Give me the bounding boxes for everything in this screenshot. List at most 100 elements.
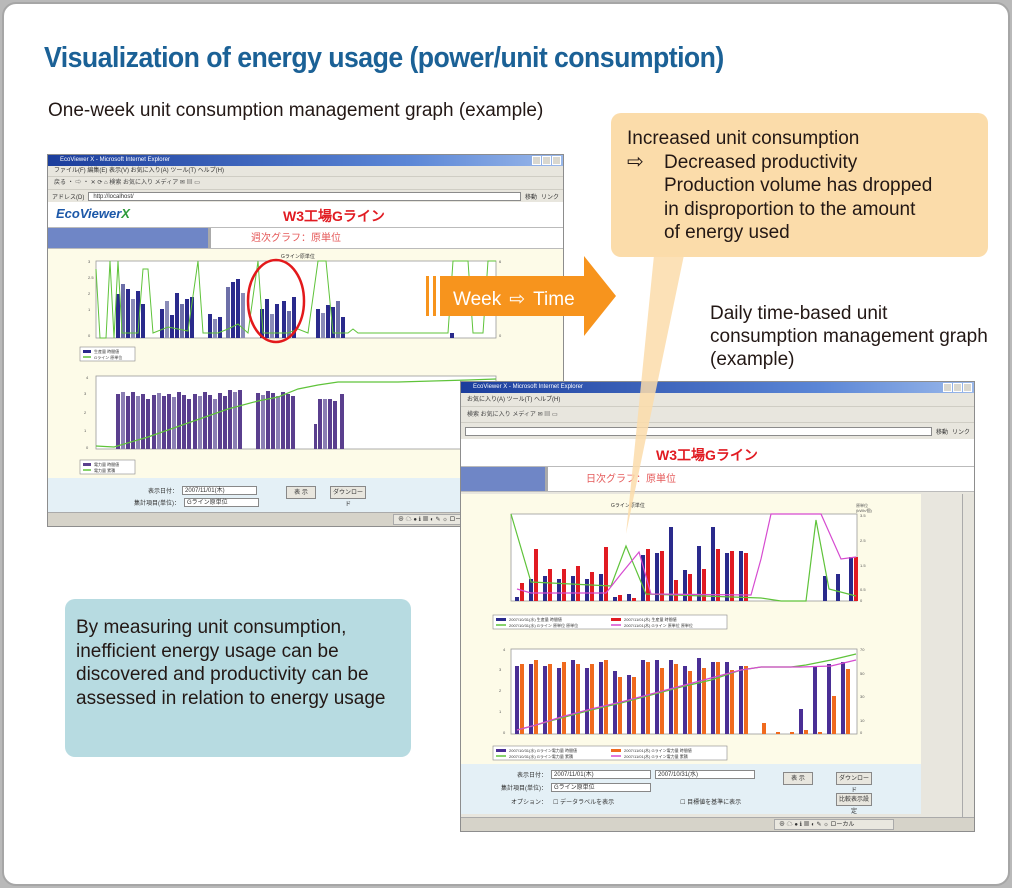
minimize-button[interactable]: [532, 156, 541, 165]
svg-text:原単位: 原単位: [856, 502, 868, 508]
address-input[interactable]: [465, 426, 932, 436]
svg-text:2: 2: [499, 688, 502, 693]
show-button[interactable]: 表 示: [783, 772, 813, 785]
callout-detail-2: in disproportion to the amount: [664, 198, 916, 220]
svg-text:3: 3: [88, 259, 91, 264]
right-arrow-icon: ⇨: [509, 289, 526, 310]
menu-bar[interactable]: お気に入り(A) ツール(T) ヘルプ(H): [461, 393, 974, 407]
svg-text:4: 4: [503, 647, 506, 652]
minimize-button[interactable]: [943, 383, 952, 392]
weekly-cumulative-line: [95, 378, 497, 448]
svg-text:3.5: 3.5: [860, 513, 866, 518]
date-label: 表示日付：: [148, 489, 179, 495]
daily-unit-line-1101: [516, 513, 857, 596]
item-label: 集計項目(単位)：: [134, 501, 180, 507]
download-button[interactable]: ダウンロード: [330, 486, 366, 508]
daily-chart-area: Gライン原単位: [461, 494, 921, 764]
data-label-checkbox[interactable]: ☐ データラベルを表示: [553, 800, 615, 806]
svg-text:0: 0: [88, 333, 91, 338]
page-title: Visualization of energy usage (power/uni…: [44, 42, 724, 74]
date-select[interactable]: 2007/11/01(木): [551, 770, 652, 779]
browser-toolbar[interactable]: 検索 お気に入り メディア ✉ ▤ ▭: [461, 407, 974, 423]
page-header: EcoViewerX W3工場Gライン: [48, 202, 563, 228]
item-label: 集計項目(単位)：: [501, 786, 547, 792]
callout-heading: Increased unit consumption: [627, 128, 860, 149]
address-input[interactable]: http://localhost/: [88, 191, 521, 201]
date-select[interactable]: 2007/11/01(木): [182, 486, 258, 495]
line-title: W3工場Gライン: [656, 447, 758, 463]
svg-text:0: 0: [860, 730, 863, 735]
svg-text:50: 50: [860, 671, 865, 676]
maximize-button[interactable]: [953, 383, 962, 392]
show-button[interactable]: 表 示: [286, 486, 316, 499]
svg-text:2007/10/31(水) 生産量 時間値: 2007/10/31(水) 生産量 時間値: [509, 616, 562, 622]
callout-result: Decreased productivity: [664, 151, 858, 173]
graph-subheader: 週次グラフ：原単位: [48, 228, 563, 249]
close-button[interactable]: [963, 383, 972, 392]
svg-text:1: 1: [84, 428, 87, 433]
daily-charts: Gライン原単位: [492, 502, 872, 761]
svg-text:電力量 累積: 電力量 累積: [94, 467, 115, 473]
weekly-charts: Gライン原単位 3 2.5 2 1 0 6 3 0: [79, 253, 502, 475]
svg-text:2.5: 2.5: [88, 275, 94, 280]
compare-date-select[interactable]: 2007/10/31(水): [655, 770, 756, 779]
line-title: W3工場Gライン: [283, 208, 385, 224]
svg-text:2: 2: [88, 291, 91, 296]
status-bar: ⊕ ☁ ● ℹ ▦ ◐ ✎ ☼ ローカル: [461, 817, 974, 831]
menu-bar[interactable]: ファイル(F) 編集(E) 表示(V) お気に入り(A) ツール(T) ヘルプ(…: [48, 166, 563, 177]
svg-text:2.5: 2.5: [860, 538, 866, 543]
address-label: アドレス(D): [52, 194, 85, 201]
hollow-arrow-icon: ⇨: [627, 150, 644, 173]
compare-settings-button[interactable]: 比較表示設定: [836, 793, 872, 815]
address-bar: アドレス(D) http://localhost/ 移動 リンク: [48, 190, 563, 202]
weekly-unit-bars: [116, 279, 454, 338]
svg-text:3: 3: [84, 391, 87, 396]
go-button[interactable]: 移動: [935, 429, 948, 436]
vertical-scrollbar[interactable]: [962, 494, 974, 819]
daily-form: 表示日付： 2007/11/01(木) 2007/10/31(水) 集計項目(単…: [461, 764, 921, 815]
summary-note: By measuring unit consumption, inefficie…: [65, 599, 411, 757]
week-to-time-arrow: [426, 256, 616, 336]
svg-text:生産量 時間値: 生産量 時間値: [94, 348, 119, 354]
week-to-time-label: Week ⇨ Time: [453, 288, 575, 311]
daily-cumulative-line-1031: [516, 653, 857, 731]
item-select[interactable]: Gライン原単位: [184, 498, 259, 507]
svg-text:0: 0: [499, 333, 502, 338]
weekly-graph-caption: One-week unit consumption management gra…: [48, 100, 544, 121]
maximize-button[interactable]: [542, 156, 551, 165]
daily-bottom-legend: 2007/10/31(水) Gライン電力量 時間値 2007/10/31(水) …: [492, 745, 728, 761]
svg-text:2007/11/01(木) 生産量 時間値: 2007/11/01(木) 生産量 時間値: [624, 616, 677, 622]
svg-text:2007/10/31(水) Gライン 原単位 原単位: 2007/10/31(水) Gライン 原単位 原単位: [509, 622, 578, 628]
status-bar: ⊕ ☁ ● ℹ ▦ ◐ ✎ ☼ ローカル: [48, 512, 563, 526]
callout-detail-3: of energy used: [664, 222, 790, 243]
download-button[interactable]: ダウンロード: [836, 772, 872, 794]
daily-graph-caption: Daily time-based unit consumption manage…: [710, 303, 988, 370]
callout-detail-1: Production volume has dropped: [664, 175, 933, 196]
target-base-checkbox[interactable]: ☐ 目標値を基準に表示: [680, 800, 742, 806]
svg-text:1: 1: [499, 709, 502, 714]
graph-type-title: 週次グラフ：原単位: [208, 228, 563, 248]
close-button[interactable]: [552, 156, 561, 165]
svg-text:2007/11/01(木) Gライン電力量 時間値: 2007/11/01(木) Gライン電力量 時間値: [624, 747, 692, 753]
svg-text:1.5: 1.5: [860, 563, 866, 568]
highlight-circle: [246, 258, 306, 344]
svg-text:30: 30: [860, 694, 865, 699]
browser-toolbar[interactable]: 戻る ・ ⇨ ・ ✕ ⟳ ⌂ 検索 お気に入り メディア ✉ ▤ ▭: [48, 177, 563, 190]
daily-browser-window: EcoViewer X - Microsoft Internet Explore…: [460, 381, 975, 832]
links-button[interactable]: リンク: [951, 429, 970, 436]
window-titlebar: EcoViewer X - Microsoft Internet Explore…: [48, 155, 563, 166]
daily-top-legend: 2007/10/31(水) 生産量 時間値 2007/10/31(水) Gライン…: [492, 614, 728, 630]
item-select[interactable]: Gライン原単位: [551, 783, 651, 792]
date-label: 表示日付：: [517, 773, 548, 779]
links-button[interactable]: リンク: [540, 194, 559, 201]
address-bar: 移動 リンク: [461, 423, 974, 439]
svg-text:2007/10/31(水) Gライン電力量 時間値: 2007/10/31(水) Gライン電力量 時間値: [509, 747, 577, 753]
svg-text:0: 0: [86, 445, 89, 450]
go-button[interactable]: 移動: [524, 194, 537, 201]
svg-text:Gライン原単位: Gライン原単位: [611, 502, 645, 509]
svg-text:10: 10: [860, 718, 865, 723]
weekly-energy-bars: [116, 390, 474, 449]
svg-text:4: 4: [86, 375, 89, 380]
